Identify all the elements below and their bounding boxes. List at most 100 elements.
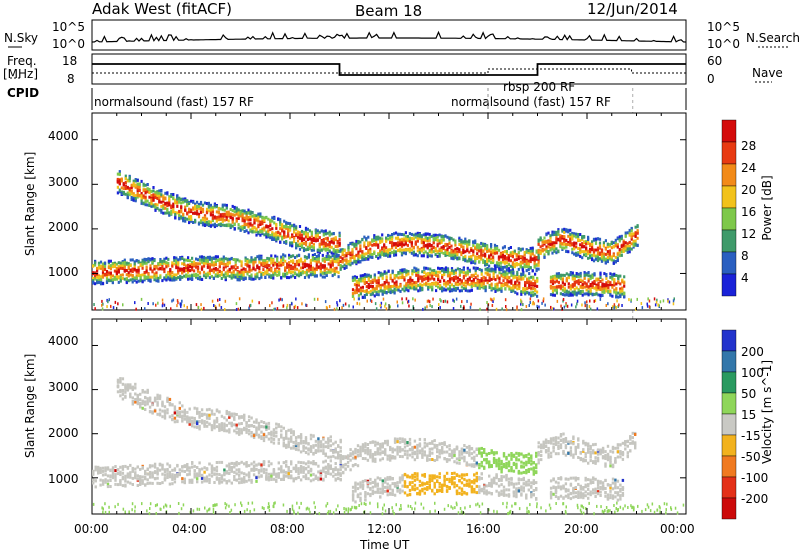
power-cell — [577, 253, 580, 257]
power-cell — [589, 250, 592, 253]
power-cell — [174, 216, 177, 220]
power-cell — [553, 249, 556, 253]
power-cell — [175, 277, 178, 280]
power-cell — [132, 196, 135, 199]
power-cell — [196, 266, 200, 270]
power-cell — [332, 249, 335, 253]
power-cell — [524, 274, 527, 278]
power-cell — [408, 240, 411, 244]
power-cell — [496, 285, 499, 289]
power-cell — [462, 276, 465, 280]
power-cell — [492, 268, 495, 272]
power-noise-cell — [537, 299, 540, 303]
power-cell — [511, 252, 514, 255]
power-cell — [101, 273, 105, 277]
power-cell — [238, 274, 241, 277]
power-cell — [323, 260, 326, 264]
power-cell — [367, 235, 370, 239]
power-noise-cell — [594, 299, 597, 303]
power-cell — [563, 282, 566, 286]
power-cell — [318, 250, 321, 254]
power-cell — [138, 193, 141, 197]
power-cell — [243, 226, 246, 230]
power-cell — [125, 281, 128, 285]
power-cell — [551, 251, 554, 255]
power-cell — [182, 213, 185, 217]
power-cell — [617, 295, 620, 299]
power-cell — [171, 271, 174, 274]
power-cell — [630, 242, 633, 246]
power-cell — [624, 234, 627, 238]
power-cell — [462, 256, 465, 260]
power-cell — [314, 229, 317, 232]
power-cell — [551, 275, 555, 279]
power-cell — [404, 242, 407, 246]
power-noise-cell — [541, 301, 543, 305]
power-cell — [365, 289, 368, 293]
power-cell — [229, 216, 232, 220]
power-cell — [402, 251, 406, 255]
power-cell — [133, 260, 136, 264]
power-cell — [416, 245, 419, 249]
power-cell — [145, 265, 148, 269]
power-cell — [353, 255, 356, 258]
velocity-ytick-2000: 2000 — [48, 426, 79, 440]
power-cell — [349, 257, 352, 260]
power-cell — [419, 283, 422, 287]
power-noise-cell — [305, 304, 308, 307]
power-cell — [146, 187, 149, 191]
power-cell — [432, 233, 435, 237]
power-cell — [270, 254, 273, 258]
power-cell — [515, 253, 518, 257]
noise-tick-low-right: 10^0 — [707, 37, 740, 51]
power-cell — [573, 290, 576, 294]
power-cell — [400, 237, 404, 241]
power-cell — [484, 289, 487, 293]
power-cell — [626, 242, 629, 246]
power-cell — [252, 266, 255, 270]
power-cell — [118, 179, 121, 183]
power-cell — [377, 245, 380, 249]
power-cell — [253, 221, 256, 225]
power-cell — [601, 284, 604, 288]
power-cell — [310, 245, 313, 249]
power-cell — [163, 267, 166, 271]
power-cell — [175, 273, 178, 277]
power-cell — [488, 268, 491, 272]
power-cell — [197, 215, 201, 219]
power-cell — [137, 266, 140, 270]
power-cell — [468, 250, 471, 254]
power-cell — [504, 270, 507, 274]
power-cell — [565, 290, 568, 294]
power-cell — [456, 267, 459, 271]
power-cell — [209, 224, 212, 228]
power-cell — [152, 198, 155, 202]
power-cell — [359, 288, 362, 292]
power-cell — [328, 241, 331, 244]
power-cell — [334, 238, 337, 242]
power-cell — [304, 226, 308, 230]
power-cell — [458, 270, 461, 274]
power-cell — [359, 274, 362, 278]
power-cell — [402, 243, 406, 247]
power-cell — [167, 272, 170, 276]
power-cell — [498, 280, 501, 284]
power-cell — [224, 257, 227, 261]
power-cell — [212, 267, 215, 271]
power-cell — [289, 243, 292, 247]
power-cell — [442, 245, 445, 249]
power-cell — [490, 267, 493, 271]
power-cell — [295, 242, 298, 246]
power-noise-cell — [94, 307, 96, 311]
power-cell — [206, 255, 209, 259]
power-cell — [160, 189, 163, 193]
power-cell — [553, 244, 556, 248]
power-cell — [328, 230, 331, 234]
power-cell — [184, 197, 187, 201]
power-cell — [493, 249, 497, 253]
power-cell — [168, 213, 171, 217]
power-cell — [157, 262, 160, 266]
power-cell — [241, 224, 244, 228]
power-cell — [507, 258, 510, 262]
power-cell — [273, 216, 276, 220]
